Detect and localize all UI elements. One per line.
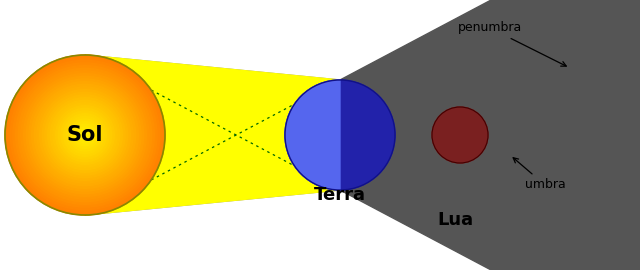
Circle shape xyxy=(35,84,136,186)
Text: penumbra: penumbra xyxy=(458,22,566,66)
Circle shape xyxy=(285,80,395,190)
Circle shape xyxy=(19,68,152,202)
Circle shape xyxy=(42,92,127,178)
Circle shape xyxy=(37,87,133,183)
Polygon shape xyxy=(85,55,640,215)
Circle shape xyxy=(72,122,99,148)
Circle shape xyxy=(56,106,115,164)
Circle shape xyxy=(5,55,165,215)
Circle shape xyxy=(21,71,149,199)
Circle shape xyxy=(45,95,125,175)
Text: Lua: Lua xyxy=(437,211,473,229)
Circle shape xyxy=(26,76,143,194)
Text: Terra: Terra xyxy=(314,186,366,204)
Circle shape xyxy=(47,98,122,172)
Text: umbra: umbra xyxy=(513,158,565,191)
Circle shape xyxy=(79,130,90,140)
Circle shape xyxy=(13,63,157,207)
Circle shape xyxy=(77,127,93,143)
Circle shape xyxy=(67,116,104,154)
Circle shape xyxy=(51,100,120,170)
Circle shape xyxy=(24,74,147,196)
Wedge shape xyxy=(285,80,340,190)
Circle shape xyxy=(74,124,95,146)
Circle shape xyxy=(69,119,101,151)
Polygon shape xyxy=(236,0,640,270)
Circle shape xyxy=(31,82,138,188)
Circle shape xyxy=(40,90,131,180)
Polygon shape xyxy=(85,55,340,215)
Circle shape xyxy=(63,114,106,156)
Circle shape xyxy=(29,79,141,191)
Circle shape xyxy=(58,108,111,162)
Circle shape xyxy=(83,132,88,138)
Circle shape xyxy=(10,60,159,210)
Circle shape xyxy=(15,66,154,204)
Circle shape xyxy=(432,107,488,163)
Circle shape xyxy=(8,58,163,212)
Circle shape xyxy=(61,111,109,159)
Circle shape xyxy=(53,103,117,167)
Text: Sol: Sol xyxy=(67,125,103,145)
